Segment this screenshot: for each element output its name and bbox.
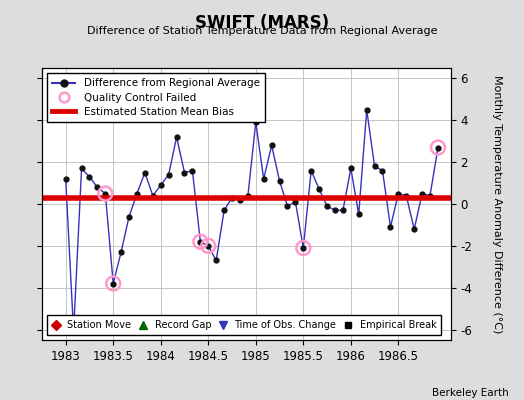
Point — [101, 190, 110, 197]
Text: Berkeley Earth: Berkeley Earth — [432, 388, 508, 398]
Text: SWIFT (MARS): SWIFT (MARS) — [195, 14, 329, 32]
Text: Difference of Station Temperature Data from Regional Average: Difference of Station Temperature Data f… — [87, 26, 437, 36]
Point — [204, 243, 212, 249]
Y-axis label: Monthly Temperature Anomaly Difference (°C): Monthly Temperature Anomaly Difference (… — [492, 75, 501, 333]
Point — [196, 238, 204, 245]
Point — [109, 280, 117, 287]
Legend: Station Move, Record Gap, Time of Obs. Change, Empirical Break: Station Move, Record Gap, Time of Obs. C… — [47, 316, 441, 335]
Point — [299, 245, 308, 251]
Point — [434, 144, 442, 151]
